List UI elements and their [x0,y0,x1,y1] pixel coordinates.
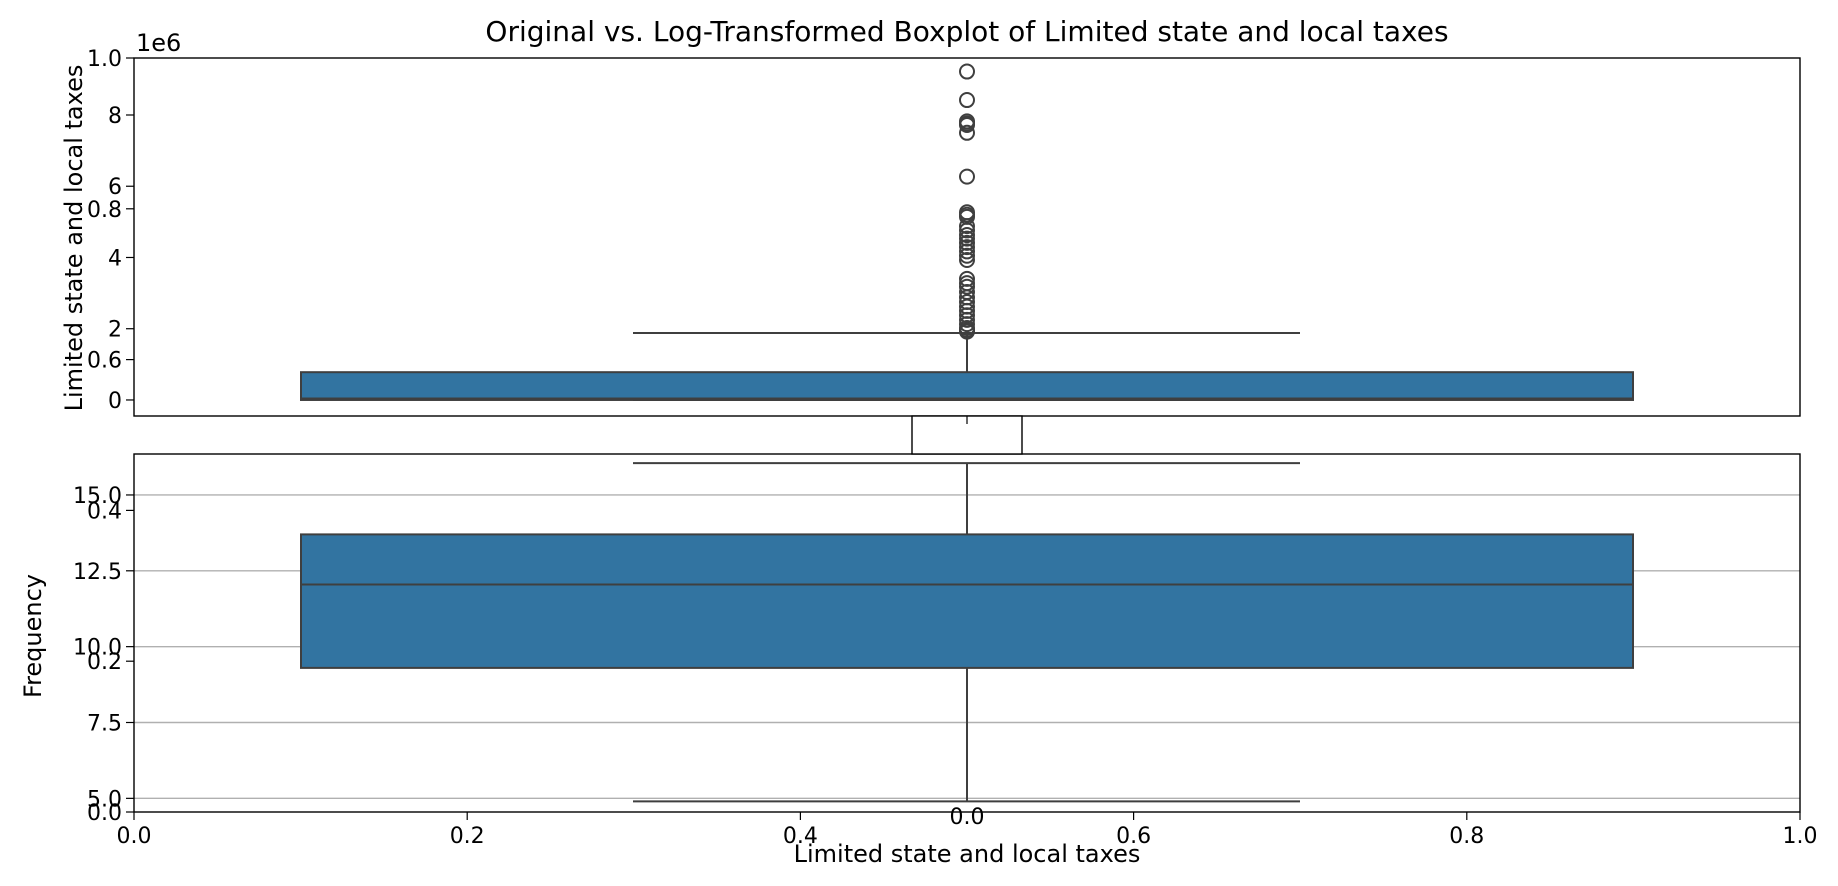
outer-x-tick-label: 0.8 [1449,824,1484,849]
top-outlier-point [959,218,975,235]
outer-y-tick-label: 0.0 [87,801,122,826]
inset-x-tick-label: 0.0 [950,805,985,830]
outer-x-tick-label: 0.2 [450,824,485,849]
top-outlier-point [959,116,975,133]
outer-y-tick-label: 0.4 [87,499,122,524]
outer-y-tick-label: 0.8 [87,198,122,223]
chart-title: Original vs. Log-Transformed Boxplot of … [485,15,1448,48]
top-outlier-point [959,234,975,251]
top-outlier-point [959,311,975,328]
outer-y-tick-label: 0.2 [87,650,122,675]
top-outlier-point [959,323,975,340]
bottom-y-tick-label: 15.0 [73,484,122,509]
outer-y-tick-label: 0.6 [87,349,122,374]
outer-x-tick-label: 1.0 [1783,824,1818,849]
y-axis-label: Frequency [19,574,47,698]
top-outlier-point [959,230,975,247]
top-y-tick-label: 0 [108,389,122,414]
top-y-tick-label: 2 [108,318,122,343]
top-y-tick-label: 6 [108,175,122,200]
top-y-tick-label: 8 [108,104,122,129]
bottom-y-tick-label: 7.5 [87,712,122,737]
bottom-y-tick-label: 10.0 [73,636,122,661]
outer-y-tick-label: 1.0 [87,47,122,72]
top-outlier-point [959,247,975,264]
top-outlier-point [959,278,975,295]
top-y-tick-label: 4 [108,246,122,271]
top-box [300,371,1634,401]
ticks-layer: 0.0 0.2 0.4 0.6 0.8 1.0 0.0 0.2 0.4 0.6 0.8 1.0 5.0 7… [73,47,1817,849]
top-outlier-point [959,124,975,141]
top-subplot-offset-label: 1e6 [136,29,181,57]
bottom-y-tick-label: 5.0 [87,787,122,812]
top-outlier-point [959,243,975,260]
top-outlier-point [959,222,975,239]
top-subplot-y-axis-label: Limited state and local taxes [60,65,88,412]
top-outlier-point [959,168,975,185]
outer-x-tick-label: 0.0 [117,824,152,849]
top-outlier-point [959,239,975,256]
x-axis-label: Limited state and local taxes [794,840,1141,868]
top-outlier-point [959,316,975,333]
frames-layer [133,57,1801,813]
top-outlier-point [959,251,975,268]
outer-x-tick-label: 0.4 [783,824,818,849]
bottom-box [300,533,1634,669]
bottom-y-tick-label: 12.5 [73,560,122,585]
outer-x-tick-label: 0.6 [1116,824,1151,849]
top-outlier-point [959,63,975,80]
marks-layer [300,63,1634,803]
top-outlier-point [959,92,975,109]
